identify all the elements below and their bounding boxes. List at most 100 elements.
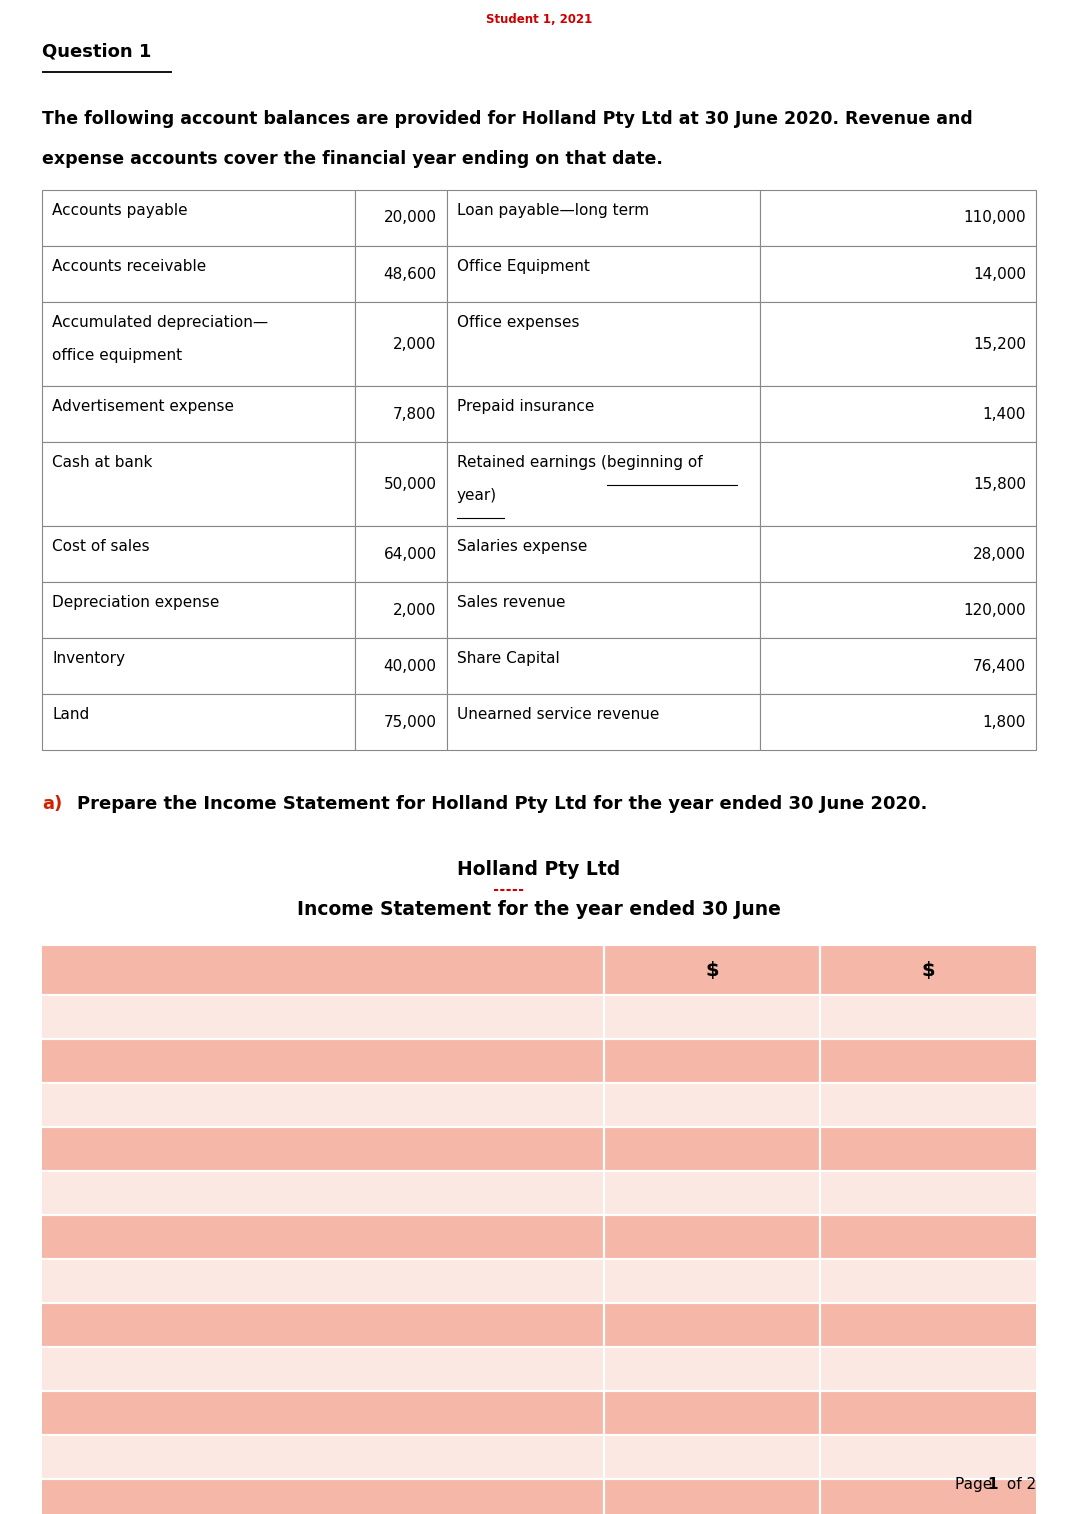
Text: The following account balances are provided for Holland Pty Ltd at 30 June 2020.: The following account balances are provi…: [42, 111, 972, 129]
Bar: [820, 1216, 1036, 1260]
Bar: [446, 386, 760, 442]
Bar: [604, 1083, 820, 1126]
Bar: [820, 1479, 1036, 1514]
Bar: [820, 1126, 1036, 1170]
Bar: [604, 995, 820, 1039]
Bar: [760, 442, 1036, 525]
Bar: [760, 301, 1036, 386]
Bar: [820, 1260, 1036, 1304]
Bar: [604, 1170, 820, 1216]
Text: 1,800: 1,800: [983, 715, 1026, 730]
Text: office equipment: office equipment: [52, 348, 182, 363]
Bar: [355, 245, 446, 301]
Text: Retained earnings (beginning of: Retained earnings (beginning of: [457, 456, 702, 469]
Text: Accumulated depreciation—: Accumulated depreciation—: [52, 315, 268, 330]
Bar: [42, 1479, 604, 1514]
Bar: [820, 1391, 1036, 1435]
Text: of 2: of 2: [1001, 1478, 1036, 1491]
Bar: [604, 1260, 820, 1304]
Bar: [42, 1304, 604, 1347]
Text: 64,000: 64,000: [384, 547, 437, 562]
Bar: [42, 525, 355, 581]
Bar: [355, 301, 446, 386]
Text: Accounts receivable: Accounts receivable: [52, 259, 206, 274]
Bar: [42, 245, 355, 301]
Text: Office Equipment: Office Equipment: [457, 259, 590, 274]
Bar: [446, 693, 760, 749]
Bar: [355, 637, 446, 693]
Bar: [820, 1083, 1036, 1126]
Bar: [604, 1216, 820, 1260]
Bar: [355, 386, 446, 442]
Bar: [760, 245, 1036, 301]
Bar: [355, 189, 446, 245]
Text: 2,000: 2,000: [393, 603, 437, 618]
Text: 1: 1: [987, 1478, 998, 1491]
Bar: [42, 442, 355, 525]
Bar: [42, 1216, 604, 1260]
Bar: [820, 1170, 1036, 1216]
Bar: [820, 1039, 1036, 1083]
Bar: [604, 1126, 820, 1170]
Text: 15,200: 15,200: [973, 336, 1026, 351]
Bar: [760, 581, 1036, 637]
Bar: [446, 581, 760, 637]
Bar: [604, 1391, 820, 1435]
Text: Advertisement expense: Advertisement expense: [52, 400, 234, 413]
Bar: [355, 693, 446, 749]
Text: a): a): [42, 795, 63, 813]
Bar: [820, 995, 1036, 1039]
Text: Loan payable—long term: Loan payable—long term: [457, 203, 649, 218]
Text: 75,000: 75,000: [384, 715, 437, 730]
Bar: [42, 386, 355, 442]
Bar: [820, 1304, 1036, 1347]
Text: 2,000: 2,000: [393, 336, 437, 351]
Bar: [446, 525, 760, 581]
Text: 15,800: 15,800: [973, 477, 1026, 492]
Text: $: $: [705, 960, 719, 980]
Bar: [760, 189, 1036, 245]
Text: Cost of sales: Cost of sales: [52, 539, 150, 554]
Bar: [42, 189, 355, 245]
Text: Page: Page: [955, 1478, 997, 1491]
Bar: [42, 945, 604, 995]
Bar: [446, 245, 760, 301]
Text: 14,000: 14,000: [973, 266, 1026, 282]
Bar: [355, 442, 446, 525]
Bar: [446, 301, 760, 386]
Bar: [760, 386, 1036, 442]
Bar: [42, 301, 355, 386]
Bar: [604, 1435, 820, 1479]
Text: Student 1, 2021: Student 1, 2021: [486, 14, 592, 26]
Text: 7,800: 7,800: [393, 406, 437, 421]
Bar: [446, 189, 760, 245]
Text: Sales revenue: Sales revenue: [457, 595, 565, 610]
Bar: [42, 1083, 604, 1126]
Bar: [760, 637, 1036, 693]
Bar: [42, 1347, 604, 1391]
Text: Land: Land: [52, 707, 89, 722]
Text: 48,600: 48,600: [384, 266, 437, 282]
Bar: [446, 637, 760, 693]
Bar: [42, 1170, 604, 1216]
Text: Unearned service revenue: Unearned service revenue: [457, 707, 659, 722]
Text: 1,400: 1,400: [983, 406, 1026, 421]
Bar: [42, 1039, 604, 1083]
Text: Question 1: Question 1: [42, 42, 151, 61]
Bar: [42, 1435, 604, 1479]
Text: 40,000: 40,000: [384, 659, 437, 674]
Text: 20,000: 20,000: [384, 210, 437, 226]
Text: 28,000: 28,000: [973, 547, 1026, 562]
Text: Prepare the Income Statement for Holland Pty Ltd for the year ended 30 June 2020: Prepare the Income Statement for Holland…: [77, 795, 927, 813]
Text: Inventory: Inventory: [52, 651, 125, 666]
Bar: [42, 1391, 604, 1435]
Bar: [42, 693, 355, 749]
Bar: [604, 1304, 820, 1347]
Text: 110,000: 110,000: [964, 210, 1026, 226]
Bar: [42, 1126, 604, 1170]
Bar: [42, 1260, 604, 1304]
Bar: [820, 1435, 1036, 1479]
Bar: [820, 945, 1036, 995]
Text: 120,000: 120,000: [964, 603, 1026, 618]
Text: Holland Pty Ltd: Holland Pty Ltd: [457, 860, 621, 880]
